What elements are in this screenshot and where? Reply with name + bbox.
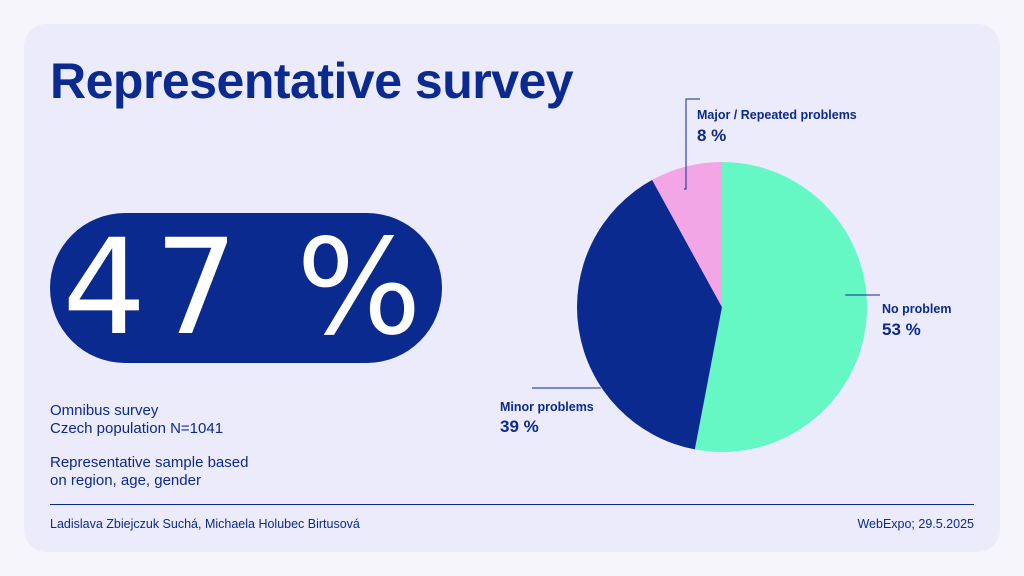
headline-pill: 47 % [50,211,442,365]
survey-population: Czech population N=1041 [50,420,224,437]
leader-line-major-problems [684,98,700,190]
footer-divider [50,504,974,505]
slice-value-major-problems: 8 % [697,126,726,145]
pie-slice-no-problem [694,162,868,453]
headline-value: 47 % [62,211,430,365]
slide-title: Representative survey [50,53,574,109]
slice-value-no-problem: 53 % [882,320,921,339]
pie-slice-minor-problems [577,179,722,450]
slice-value-minor-problems: 39 % [500,417,539,436]
survey-type: Omnibus survey [50,402,159,419]
sample-info-block: Representative sample based on region, a… [50,454,248,490]
pie-slice-major-repeated-problems [652,162,722,307]
slice-label-minor-problems: Minor problems [500,400,594,414]
sample-criteria: on region, age, gender [50,472,201,489]
footer-event: WebExpo; 29.5.2025 [857,517,974,531]
slice-label-major-problems: Major / Repeated problems [697,108,857,122]
slice-label-no-problem: No problem [882,302,951,316]
survey-info-block: Omnibus survey Czech population N=1041 [50,402,223,438]
sample-description: Representative sample based [50,454,249,471]
footer-authors: Ladislava Zbiejczuk Suchá, Michaela Holu… [50,517,360,531]
